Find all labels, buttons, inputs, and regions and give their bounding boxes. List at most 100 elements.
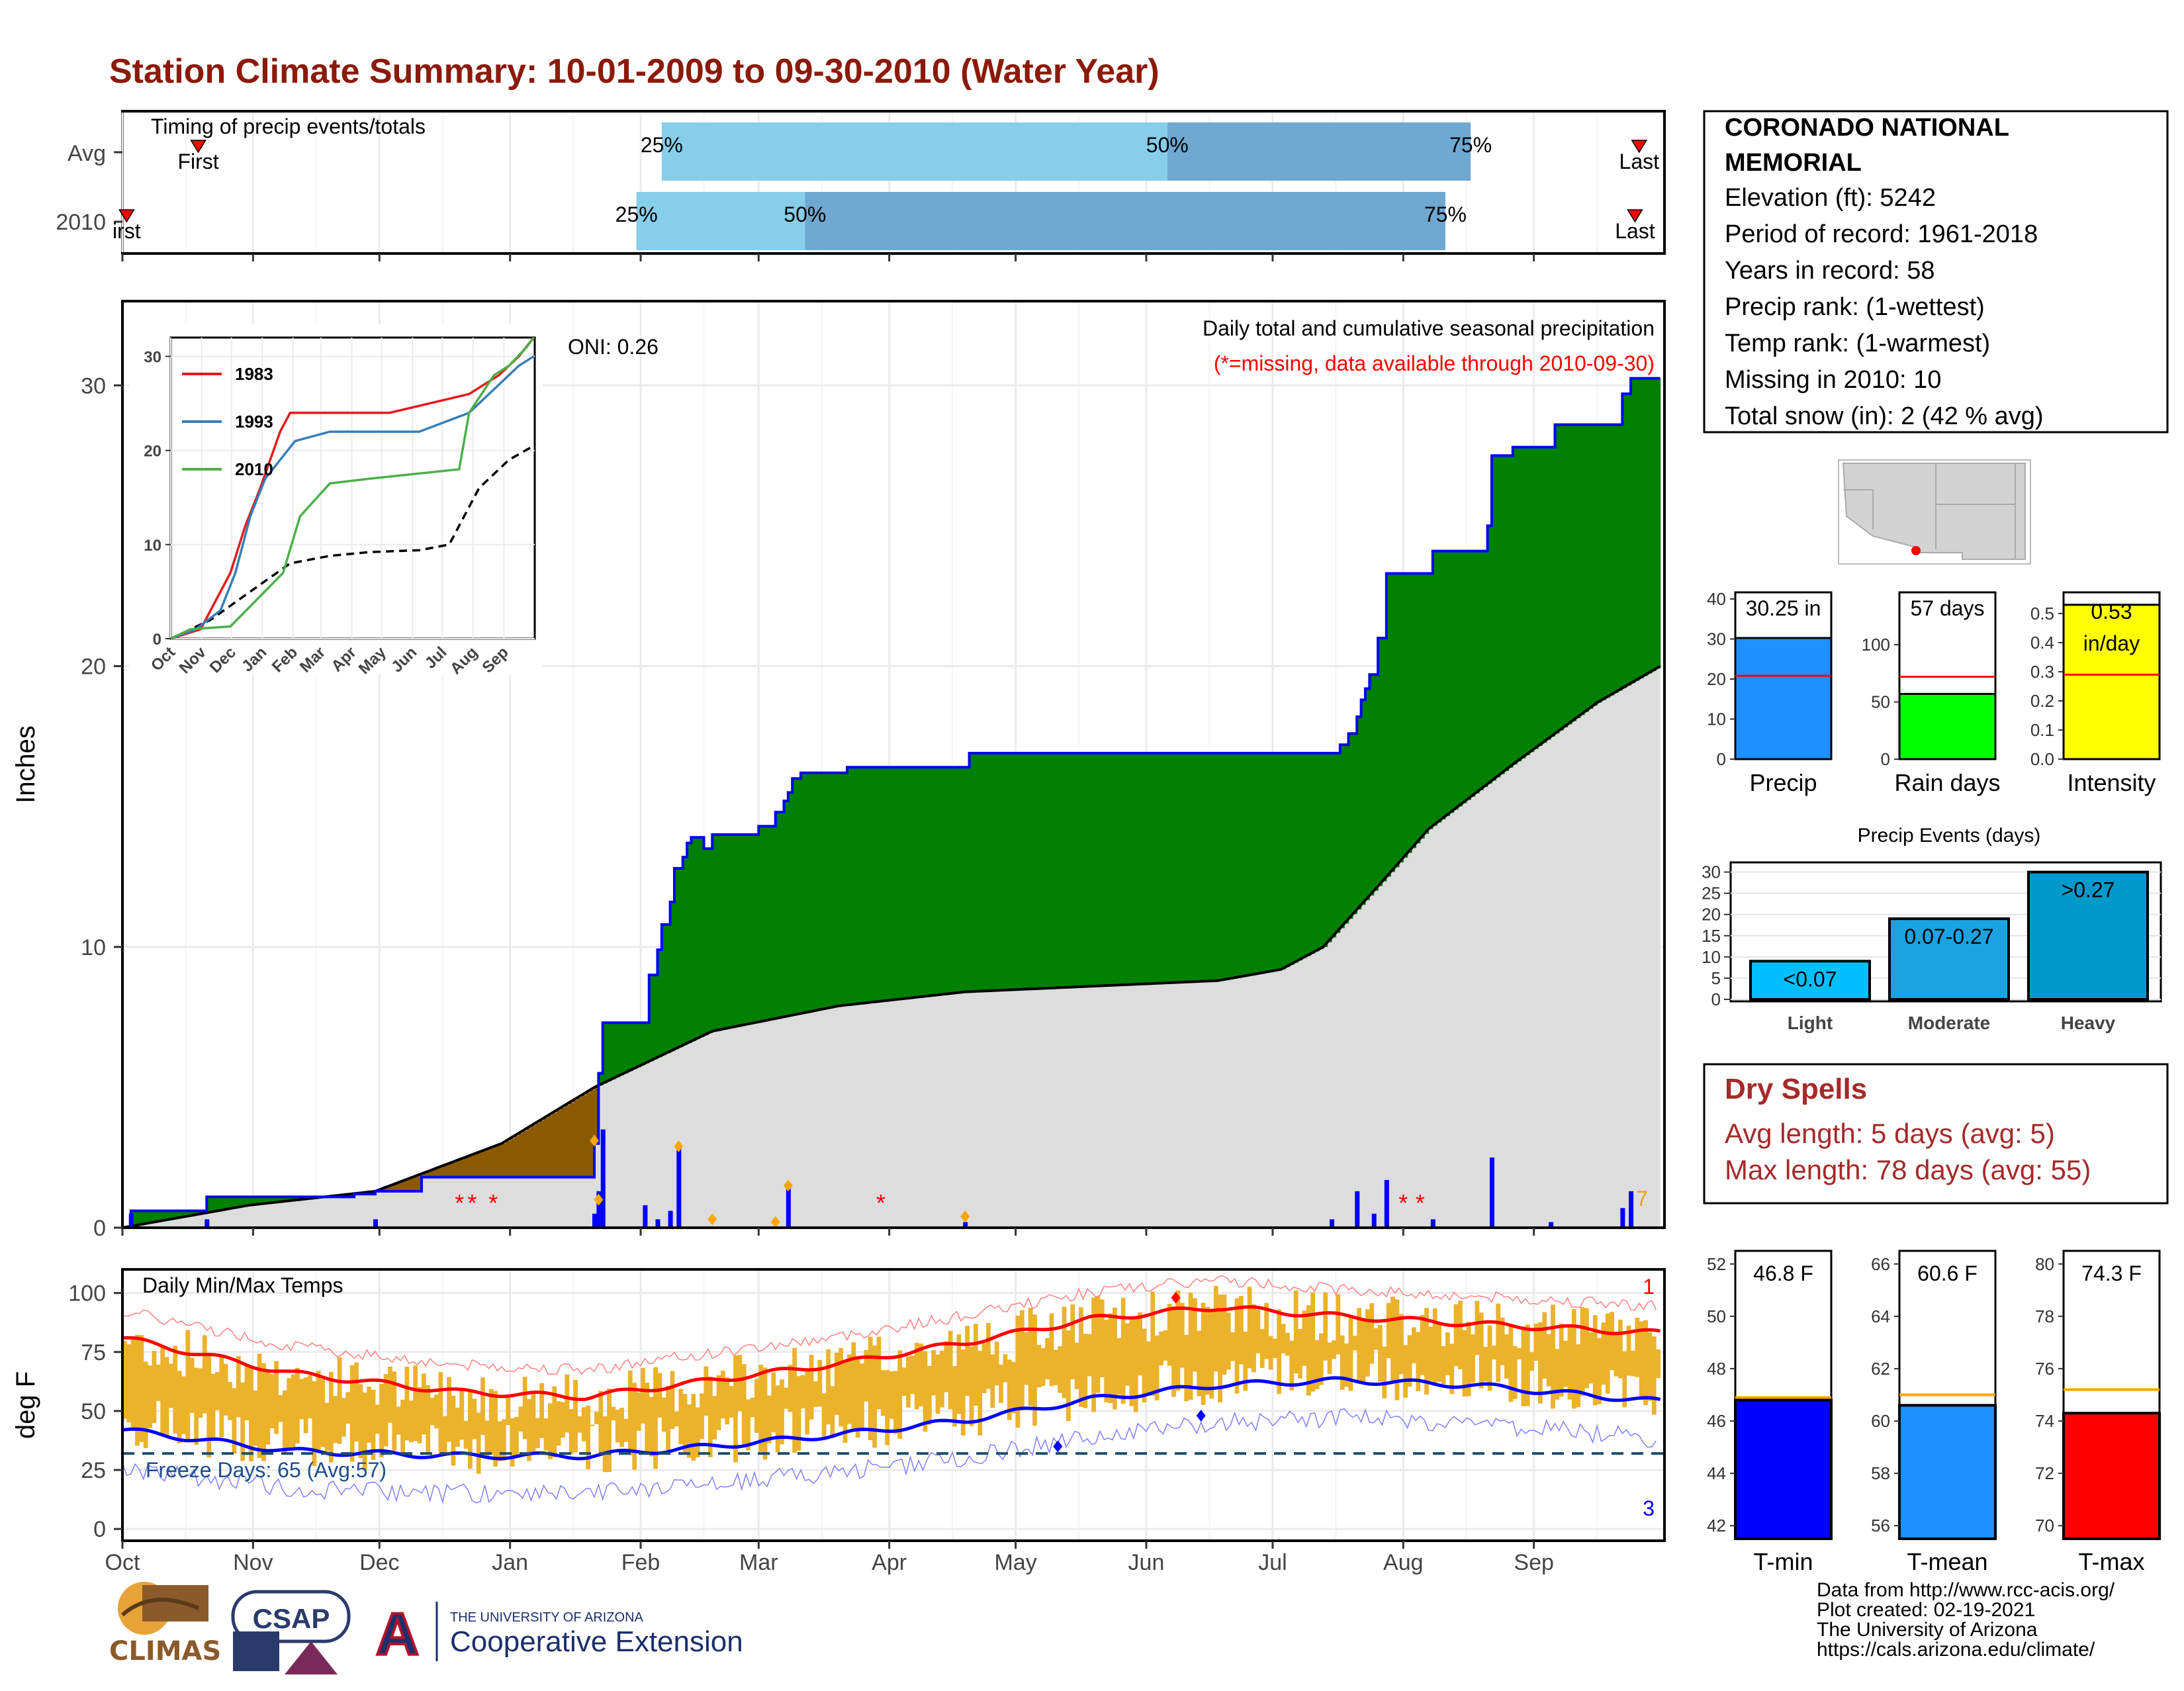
- daily-temp-bar: [303, 1377, 308, 1434]
- station-name-line2: MEMORIAL: [1725, 149, 1862, 177]
- temp-summary-bar: [2062, 1412, 2161, 1541]
- summary-value-label: 30.25 in: [1746, 596, 1821, 620]
- daily-temp-bar: [468, 1389, 473, 1469]
- surplus-segment: [1605, 424, 1610, 698]
- events-y-tick-label: 10: [1702, 947, 1721, 967]
- inset-legend-label: 2010: [235, 459, 273, 479]
- surplus-segment: [1192, 753, 1197, 982]
- surplus-segment: [1040, 753, 1046, 989]
- temp-summary-bar: [1898, 1404, 1997, 1540]
- last-event-marker: [1627, 209, 1643, 223]
- station-location-marker: [1911, 546, 1921, 555]
- surplus-segment: [152, 1211, 157, 1223]
- month-tick-label: Feb: [621, 1550, 660, 1575]
- surplus-segment: [291, 1197, 296, 1201]
- deficit-segment: [514, 1136, 520, 1177]
- surplus-segment: [956, 767, 962, 993]
- precip-missing-note: (*=missing, data available through 2010-…: [1214, 351, 1655, 375]
- daily-temp-bar: [653, 1367, 658, 1469]
- daily-temp-bar: [438, 1372, 443, 1456]
- temp-summary-value-label: 60.6 F: [1917, 1261, 1978, 1285]
- daily-temp-bar: [278, 1394, 283, 1422]
- daily-temp-bar: [821, 1393, 827, 1437]
- surplus-segment: [1651, 378, 1657, 671]
- ua-small-text: THE UNIVERSITY OF ARIZONA: [450, 1610, 644, 1625]
- daily-temp-bar: [1095, 1296, 1101, 1393]
- daily-temp-bar: [780, 1379, 784, 1445]
- daily-temp-bar: [1011, 1361, 1017, 1414]
- station-elevation: Elevation (ft): 5242: [1725, 184, 1936, 212]
- surplus-segment: [846, 767, 852, 1005]
- daily-temp-bar: [627, 1370, 633, 1455]
- daily-temp-bar: [1428, 1326, 1433, 1381]
- daily-temp-bar: [775, 1385, 780, 1453]
- daily-temp-bar: [194, 1367, 199, 1445]
- surplus-segment: [1491, 455, 1496, 781]
- surplus-segment: [860, 767, 865, 1004]
- surplus-segment: [160, 1211, 165, 1221]
- daily-temp-bar: [1571, 1309, 1576, 1409]
- surplus-segment: [1159, 753, 1164, 983]
- oni-value: ONI: 0.26: [568, 335, 659, 359]
- max-event-marker: [590, 1134, 600, 1147]
- daily-temp-bar: [404, 1367, 410, 1441]
- csap-text: CSAP: [253, 1603, 330, 1634]
- daily-temp-bar: [345, 1392, 351, 1424]
- daily-temp-bar: [931, 1349, 936, 1396]
- deficit-segment: [417, 1175, 422, 1191]
- surplus-segment: [805, 772, 810, 1013]
- surplus-segment: [851, 767, 856, 1005]
- summary-value-label: 57 days: [1910, 596, 1984, 620]
- inset-y-tick-label: 0: [153, 631, 161, 649]
- surplus-segment: [1053, 753, 1058, 988]
- y-tick-label: 25: [81, 1458, 106, 1483]
- surplus-segment: [876, 767, 882, 1002]
- temp-label: Daily Min/Max Temps: [142, 1273, 343, 1297]
- surplus-segment: [716, 835, 721, 1030]
- daily-temp-bar: [1062, 1306, 1067, 1398]
- deficit-segment: [447, 1164, 452, 1177]
- daily-temp-bar: [1508, 1325, 1514, 1402]
- surplus-segment: [1390, 573, 1396, 872]
- daily-temp-bar: [312, 1381, 317, 1466]
- daily-temp-bar: [758, 1365, 764, 1452]
- surplus-segment: [1146, 753, 1151, 984]
- daily-temp-bar: [901, 1367, 907, 1396]
- daily-temp-bar: [324, 1402, 330, 1451]
- temp-count-high: 1: [1643, 1275, 1655, 1299]
- daily-temp-bar: [720, 1371, 725, 1419]
- daily-temp-bar: [1234, 1298, 1240, 1394]
- daily-temp-bar: [1045, 1338, 1050, 1380]
- daily-temp-bar: [1559, 1323, 1564, 1397]
- summary-value-label: 0.53: [2091, 600, 2132, 623]
- daily-temp-bar: [451, 1395, 456, 1466]
- max-event-marker: [674, 1140, 684, 1152]
- daily-temp-bar: [421, 1373, 426, 1435]
- daily-temp-bar: [1298, 1328, 1302, 1379]
- surplus-segment: [674, 868, 679, 1050]
- daily-temp-bar: [510, 1418, 515, 1467]
- climas-text: CLIMAS: [109, 1636, 221, 1667]
- daily-temp-bar: [750, 1397, 755, 1418]
- daily-temp-bar: [341, 1398, 346, 1437]
- surplus-segment: [257, 1197, 262, 1205]
- station-snow: Total snow (in): 2 (42 % avg): [1725, 402, 2044, 430]
- surplus-segment: [1327, 753, 1332, 942]
- surplus-segment: [940, 767, 944, 995]
- daily-temp-bar: [1491, 1346, 1496, 1360]
- daily-temp-bar: [1605, 1313, 1610, 1394]
- station-precip-rank: Precip rank: (1-wettest): [1725, 293, 1985, 321]
- daily-temp-bar: [1259, 1329, 1265, 1368]
- daily-precip-bar: [1371, 1213, 1377, 1228]
- daily-temp-bar: [236, 1355, 241, 1418]
- deficit-segment: [451, 1162, 456, 1177]
- surplus-segment: [265, 1197, 271, 1204]
- footer-logos: CLIMAS CSAP A THE UNIVERSITY OF ARIZONA …: [109, 1582, 743, 1674]
- daily-temp-bar: [707, 1376, 713, 1457]
- daily-temp-bar: [202, 1335, 207, 1414]
- daily-temp-bar: [855, 1357, 860, 1438]
- surplus-segment: [897, 767, 903, 999]
- surplus-segment: [1617, 424, 1623, 691]
- timing-row-avg: Avg: [68, 141, 106, 166]
